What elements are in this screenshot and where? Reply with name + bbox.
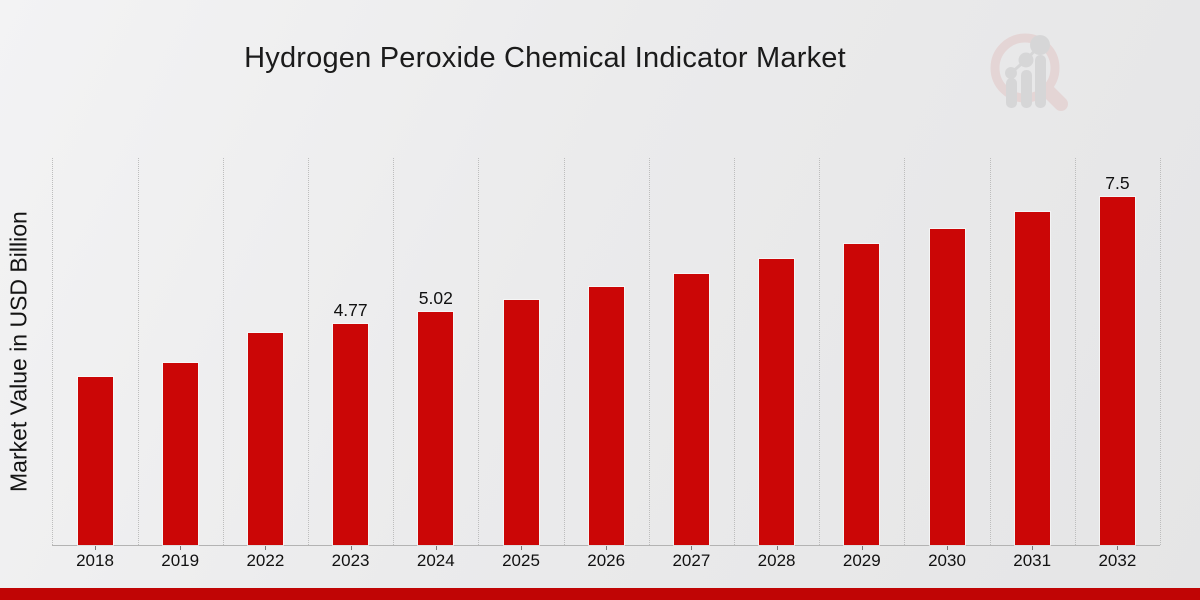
x-tick (180, 546, 182, 550)
x-tick (861, 546, 863, 550)
x-tick (606, 546, 608, 550)
x-tick-label: 2029 (842, 551, 881, 570)
bar (844, 244, 880, 545)
bar (247, 333, 283, 545)
bar (77, 377, 113, 545)
gridline (52, 158, 54, 545)
x-tick-label: 2030 (928, 551, 966, 570)
bar (503, 300, 539, 545)
gridline (819, 158, 821, 545)
x-tick (265, 546, 267, 550)
x-tick (691, 546, 693, 550)
bar-value-label: 7.5 (1105, 173, 1130, 193)
gridline (137, 158, 139, 545)
bar (929, 228, 965, 545)
chart-title: Hydrogen Peroxide Chemical Indicator Mar… (244, 42, 846, 74)
gridline (478, 158, 480, 545)
x-tick-label: 2023 (331, 551, 370, 570)
gridline (563, 158, 565, 545)
bar (162, 363, 198, 545)
bar (673, 273, 709, 545)
bar (588, 287, 624, 545)
bar-value-label: 4.77 (333, 299, 368, 320)
bar (333, 323, 369, 545)
gridline (308, 158, 309, 545)
x-tick-label: 2019 (161, 551, 200, 570)
x-tick-label: 2028 (757, 551, 796, 570)
gridline (1074, 158, 1076, 545)
x-tick (435, 546, 437, 550)
x-tick (947, 546, 948, 550)
x-tick-label: 2022 (246, 551, 285, 570)
gridline (393, 158, 395, 545)
gridline (648, 158, 650, 545)
x-tick-label: 2018 (76, 551, 114, 570)
x-tick-label: 2031 (1013, 551, 1052, 570)
bar (418, 312, 454, 545)
gridline (1160, 158, 1161, 545)
x-tick-label: 2025 (502, 551, 540, 570)
x-axis-line (52, 545, 1160, 546)
bar (1099, 197, 1135, 545)
x-tick-label: 2032 (1098, 551, 1137, 570)
x-tick (1117, 546, 1119, 550)
bar (759, 259, 795, 545)
gridline (222, 158, 224, 545)
x-tick-label: 2024 (416, 551, 455, 570)
x-tick (95, 546, 96, 550)
bar-value-label: 5.02 (418, 288, 453, 309)
x-tick-label: 2026 (587, 551, 626, 570)
gridline (989, 158, 991, 545)
bar (1014, 211, 1050, 545)
magnifier-bar-chart-logo-icon (990, 33, 1068, 111)
x-tick (1032, 546, 1034, 550)
x-tick-label: 2027 (672, 551, 711, 570)
x-tick (776, 546, 778, 550)
gridline (734, 158, 735, 545)
gridline (904, 158, 906, 545)
x-tick (521, 546, 522, 550)
x-tick (350, 546, 352, 550)
footer-red-band (0, 588, 1200, 600)
